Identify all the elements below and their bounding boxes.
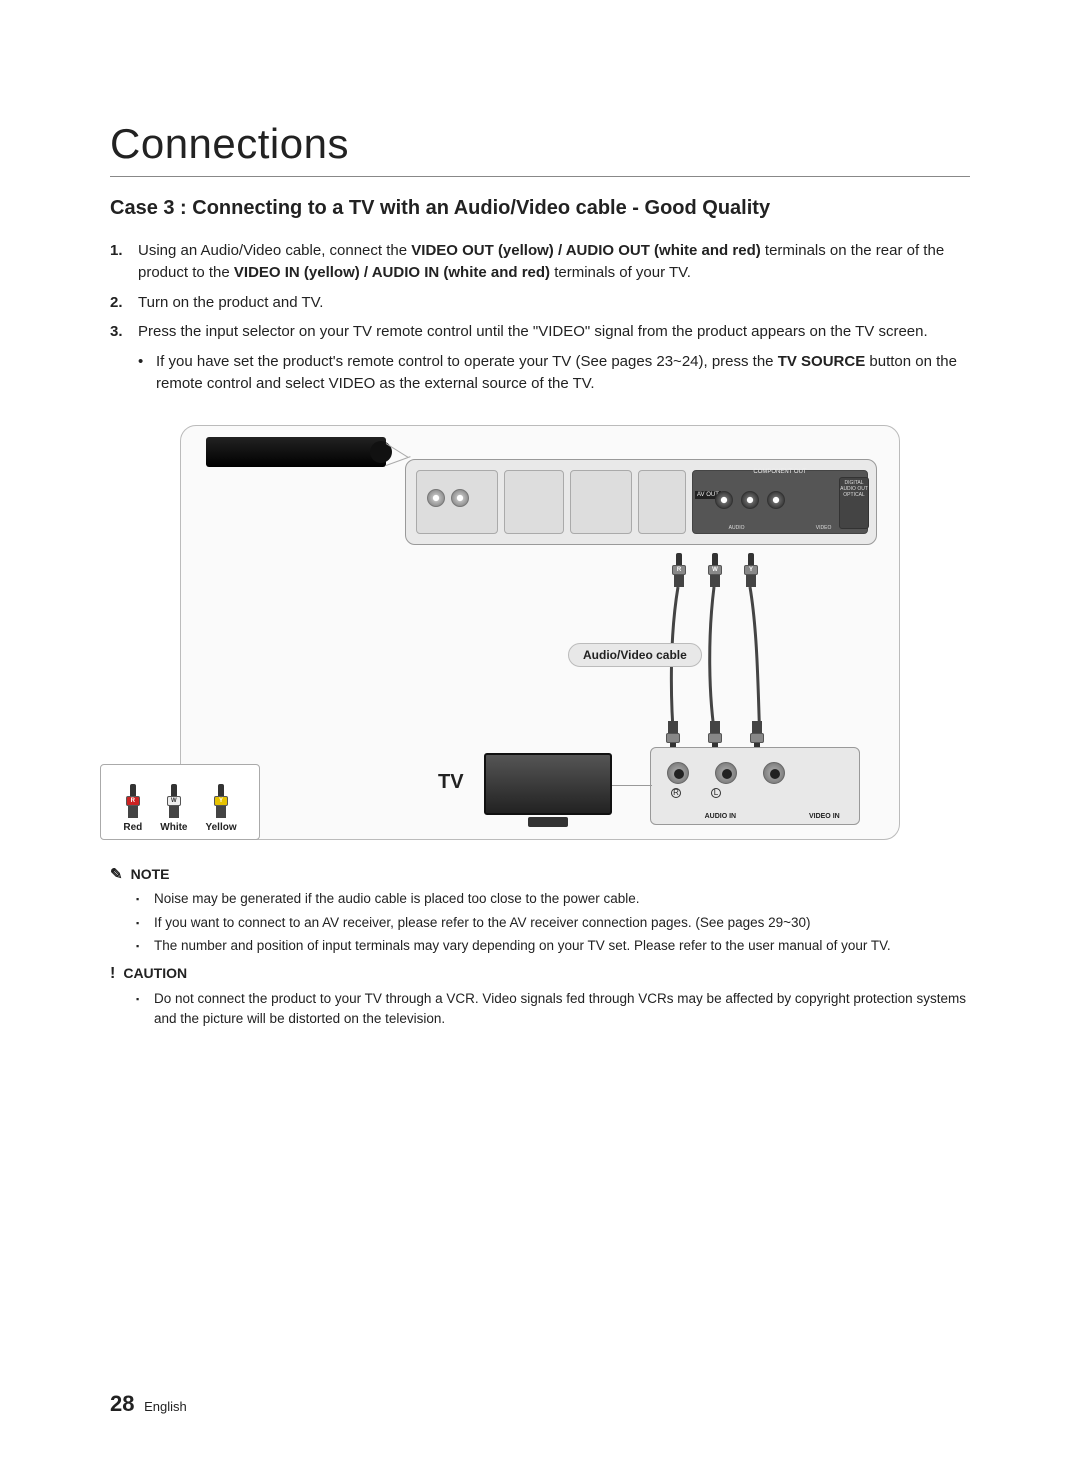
tv-audio-in-l [715, 762, 737, 784]
component-out-label: COMPONENT OUT [693, 469, 867, 475]
note-icon: ✎ [110, 864, 123, 886]
step-bold: VIDEO IN (yellow) / AUDIO IN (white and … [234, 264, 550, 281]
panel-section [416, 470, 498, 534]
step-text: Using an Audio/Video cable, connect the [138, 242, 411, 259]
step-text: Press the input selector on your TV remo… [138, 323, 928, 340]
tv-input-panel: R L AUDIO IN VIDEO IN [650, 747, 860, 825]
page-title: Connections [110, 120, 970, 168]
plug-yellow: Y [744, 553, 758, 587]
plug-red: R [672, 553, 686, 587]
audio-out-l-jack [741, 491, 759, 509]
video-label: VIDEO [816, 525, 832, 531]
legend-white: W White [160, 784, 187, 833]
tv-video-in-label: VIDEO IN [790, 813, 859, 820]
note-item: If you want to connect to an AV receiver… [154, 913, 970, 933]
panel-section [638, 470, 686, 534]
note-heading: ✎ NOTE [110, 864, 970, 886]
optical-out: DIGITAL AUDIO OUT OPTICAL [839, 477, 869, 529]
step-3: 3. Press the input selector on your TV r… [138, 321, 970, 394]
tv-r-label: R [671, 788, 681, 798]
page-number: 28 [110, 1391, 134, 1416]
plug-legend: R Red W White Y Yellow [100, 764, 260, 840]
connection-diagram: COMPONENT OUT AV OUT AUDIO VIDEO DIGITAL… [180, 425, 900, 840]
step-bold: VIDEO OUT (yellow) / AUDIO OUT (white an… [411, 242, 760, 259]
step-text: terminals of your TV. [550, 264, 691, 281]
tv-label: TV [438, 771, 464, 794]
step-number: 3. [110, 321, 123, 343]
tv-audio-in-r [667, 762, 689, 784]
cable-plugs-top: R W Y [672, 553, 758, 587]
audio-out-r-jack [715, 491, 733, 509]
step-number: 1. [110, 240, 123, 262]
caution-heading: ! CAUTION [110, 962, 970, 985]
step-number: 2. [110, 292, 123, 314]
tv-audio-in-label: AUDIO IN [651, 813, 790, 820]
caution-label: CAUTION [123, 963, 187, 983]
step-text: Turn on the product and TV. [138, 294, 323, 311]
legend-red: R Red [123, 784, 142, 833]
tv-icon [484, 753, 612, 829]
footer-lang: English [144, 1399, 187, 1414]
manual-page: Connections Case 3 : Connecting to a TV … [0, 0, 1080, 1072]
panel-section [570, 470, 632, 534]
step-1: 1. Using an Audio/Video cable, connect t… [138, 240, 970, 284]
section-subtitle: Case 3 : Connecting to a TV with an Audi… [110, 197, 970, 220]
video-out-jack [767, 491, 785, 509]
cable-label: Audio/Video cable [568, 643, 702, 667]
step-sub-text: If you have set the product's remote con… [156, 353, 778, 370]
rear-panel: COMPONENT OUT AV OUT AUDIO VIDEO DIGITAL… [405, 459, 877, 545]
note-list: Noise may be generated if the audio cabl… [110, 889, 970, 956]
step-sub-bold: TV SOURCE [778, 353, 866, 370]
note-item: Noise may be generated if the audio cabl… [154, 889, 970, 909]
notes-section: ✎ NOTE Noise may be generated if the aud… [110, 864, 970, 1029]
device-icon [206, 437, 386, 467]
note-label: NOTE [131, 864, 170, 884]
caution-icon: ! [110, 962, 115, 985]
caution-item: Do not connect the product to your TV th… [154, 989, 970, 1028]
audio-label: AUDIO [729, 525, 745, 531]
steps-list: 1. Using an Audio/Video cable, connect t… [110, 240, 970, 395]
tv-callout-line [612, 785, 652, 786]
tv-video-in [763, 762, 785, 784]
page-footer: 28 English [110, 1391, 187, 1417]
panel-section [504, 470, 564, 534]
plug-white: W [708, 553, 722, 587]
step-2: 2. Turn on the product and TV. [138, 292, 970, 314]
note-item: The number and position of input termina… [154, 936, 970, 956]
step-sub: If you have set the product's remote con… [138, 351, 970, 395]
caution-list: Do not connect the product to your TV th… [110, 989, 970, 1028]
title-rule [110, 176, 970, 177]
legend-yellow: Y Yellow [206, 784, 237, 833]
av-out-section: COMPONENT OUT AV OUT AUDIO VIDEO DIGITAL… [692, 470, 868, 534]
tv-l-label: L [711, 788, 721, 798]
